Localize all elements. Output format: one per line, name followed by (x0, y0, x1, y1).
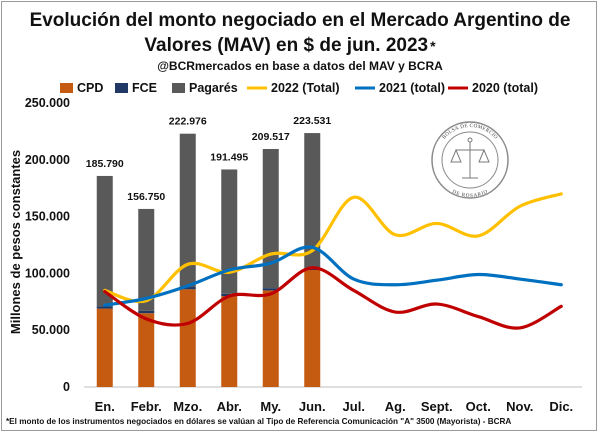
legend-swatch (172, 83, 185, 93)
x-tick-label: Jun. (299, 399, 326, 414)
bar-cpd (304, 269, 321, 387)
legend-label: CPD (77, 81, 103, 95)
bar-cpd (138, 313, 155, 387)
bar-total-label: 191.495 (210, 151, 248, 163)
bars (96, 133, 321, 387)
series-lines (103, 192, 563, 330)
legend-label: Pagarés (189, 81, 238, 95)
x-tick-label: Dic. (549, 399, 573, 414)
x-tick-label: Sept. (421, 399, 453, 414)
x-tick-label: Mzo. (173, 399, 202, 414)
bar-total-label: 223.531 (293, 115, 331, 127)
chart-title-line-2-text: Valores (MAV) en $ de jun. 2023 (144, 35, 428, 56)
x-tick-label: My. (260, 399, 281, 414)
seal-inner-ring (441, 131, 499, 189)
footnote: *El monto de los instrumentos negociados… (6, 417, 511, 426)
x-tick-label: Jul. (343, 399, 365, 414)
bar-total-label: 185.790 (86, 158, 124, 170)
bar-total-label: 209.517 (252, 131, 290, 143)
legend-label: 2020 (total) (472, 81, 538, 95)
bcr-seal: BOLSA DE COMERCIO DE ROSARIO (431, 121, 509, 199)
bar-total-label: 222.976 (169, 116, 207, 128)
x-tick-label: Abr. (217, 399, 242, 414)
seal-outer-ring (431, 121, 509, 199)
legend-label: FCE (132, 81, 157, 95)
bar-fce (96, 306, 113, 309)
bar-pagar-s (138, 208, 155, 311)
bar-cpd (221, 296, 238, 387)
x-tick-label: Nov. (506, 399, 533, 414)
chart-subtitle: @BCRmercados en base a datos del MAV y B… (157, 59, 443, 73)
bar-fce (262, 288, 279, 291)
chart-title-line-2: Valores (MAV) en $ de jun. 2023 * (144, 35, 436, 56)
x-tick-label: Ag. (385, 399, 406, 414)
bar-pagar-s (221, 169, 238, 294)
bar-total-label: 156.750 (127, 191, 165, 203)
bar-cpd (262, 290, 279, 387)
y-tick-label: 150.000 (25, 210, 70, 224)
x-tick-label: Febr. (131, 399, 162, 414)
x-tick-label: En. (95, 399, 115, 414)
y-tick-label: 250.000 (25, 96, 70, 110)
bar-total-labels: 185.790 156.750 222.976 191.495 209.517223.5… (86, 115, 332, 203)
line-2021-total- (103, 245, 563, 307)
y-tick-label: 200.000 (25, 153, 70, 167)
legend-swatch (60, 83, 73, 93)
legend-label: 2021 (total) (379, 81, 445, 95)
bar-fce (179, 287, 196, 290)
bar-pagar-s (262, 148, 279, 289)
line-2020-total- (103, 266, 563, 330)
bar-fce (138, 310, 155, 314)
x-axis-ticks: En. Febr. Mzo. Abr. My. Jun. Jul. Ag. Sept. Oct. N… (95, 399, 574, 414)
y-tick-label: 100.000 (25, 266, 70, 280)
chart-title-line-1: Evolución del monto negociado en el Merc… (30, 10, 571, 31)
line-2022-total- (103, 192, 563, 304)
bar-pagar-s (96, 175, 113, 307)
bar-pagar-s (179, 133, 196, 288)
bar-cpd (179, 289, 196, 387)
title-footnote-mark: * (430, 38, 436, 54)
legend: CPD FCE Pagarés 2022 (Total) 2021 (total) 202… (60, 81, 538, 95)
bar-cpd (96, 308, 113, 387)
y-tick-label: 50.000 (32, 323, 70, 337)
seal-text-bottom: DE ROSARIO (451, 189, 489, 199)
x-tick-label: Oct. (466, 399, 491, 414)
y-axis-ticks: 0 50.000 100.000 150.000 200.000 250.000 (25, 96, 70, 394)
bar-pagar-s (304, 133, 321, 268)
y-axis-label: Millones de pesos constantes (8, 150, 23, 334)
legend-label: 2022 (Total) (271, 81, 340, 95)
y-tick-label: 0 (63, 380, 70, 394)
seal-emblem (450, 137, 490, 179)
legend-swatch (115, 83, 128, 93)
